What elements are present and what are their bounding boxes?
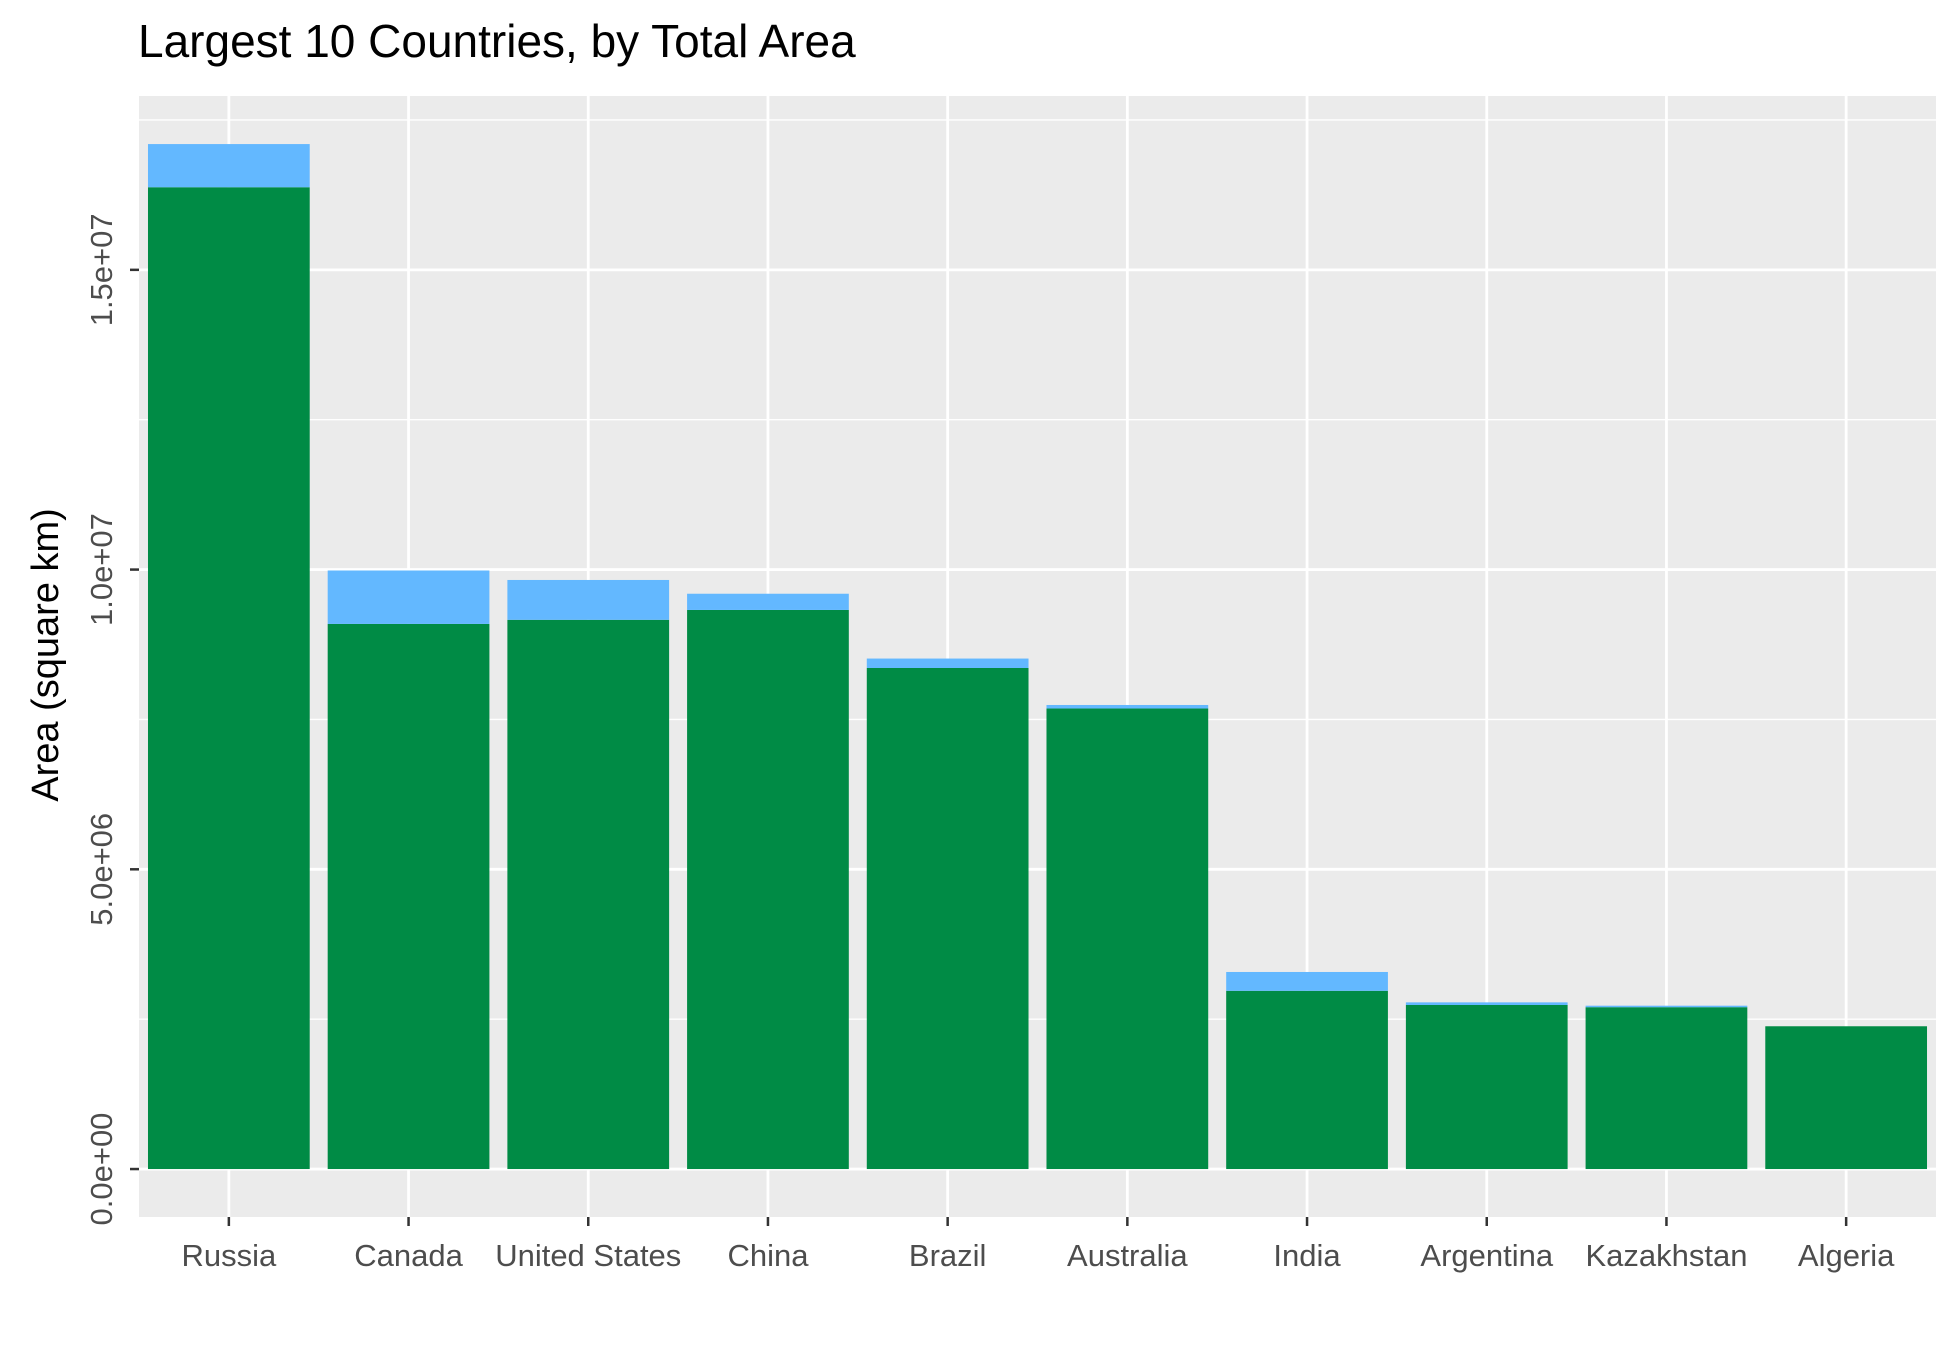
bar-russia-water <box>147 144 310 188</box>
x-tick-label: United States <box>495 1238 681 1273</box>
y-tick-label: 0.0e+00 <box>84 1113 119 1226</box>
x-tick-label: Algeria <box>1798 1238 1895 1273</box>
x-tick-label: Russia <box>181 1238 277 1273</box>
chart-title: Largest 10 Countries, by Total Area <box>138 15 856 67</box>
x-tick-label: Kazakhstan <box>1585 1238 1747 1273</box>
bar-australia-land <box>1046 708 1209 1170</box>
bar-india-water <box>1226 971 1388 991</box>
bar-argentina-water <box>1405 1002 1568 1005</box>
bar-argentina-land <box>1405 1004 1568 1170</box>
bar-algeria-land <box>1765 1026 1928 1170</box>
x-tick-label: Australia <box>1067 1238 1188 1273</box>
y-axis-title: Area (square km) <box>25 508 67 802</box>
x-tick-label: India <box>1273 1238 1341 1273</box>
bars <box>147 144 1928 1170</box>
y-tick-label: 5.0e+06 <box>84 813 119 926</box>
bar-canada-water <box>327 570 490 624</box>
x-tick-label: Argentina <box>1420 1238 1553 1273</box>
bar-russia-land <box>147 187 310 1170</box>
bar-brazil-water <box>866 658 1029 669</box>
y-axis: 0.0e+00 5.0e+06 1.0e+07 1.5e+07 <box>84 213 139 1226</box>
x-tick-label: Canada <box>354 1238 463 1273</box>
bar-china-land <box>687 609 849 1170</box>
y-tick-label: 1.5e+07 <box>84 213 119 326</box>
x-axis: Russia Canada United States China Brazil Aust… <box>181 1217 1895 1273</box>
x-tick-label: China <box>727 1238 809 1273</box>
y-tick-label: 1.0e+07 <box>84 513 119 626</box>
bar-canada-land <box>327 623 490 1170</box>
bar-brazil-land <box>866 668 1029 1170</box>
bar-kazakhstan-water <box>1585 1005 1748 1008</box>
bar-kazakhstan-land <box>1585 1007 1748 1170</box>
bar-australia-water <box>1046 704 1209 709</box>
x-tick-label: Brazil <box>909 1238 987 1273</box>
bar-india-land <box>1226 990 1388 1170</box>
bar-united-states-water <box>507 579 670 620</box>
bar-united-states-land <box>507 619 670 1170</box>
bar-china-water <box>687 593 849 610</box>
